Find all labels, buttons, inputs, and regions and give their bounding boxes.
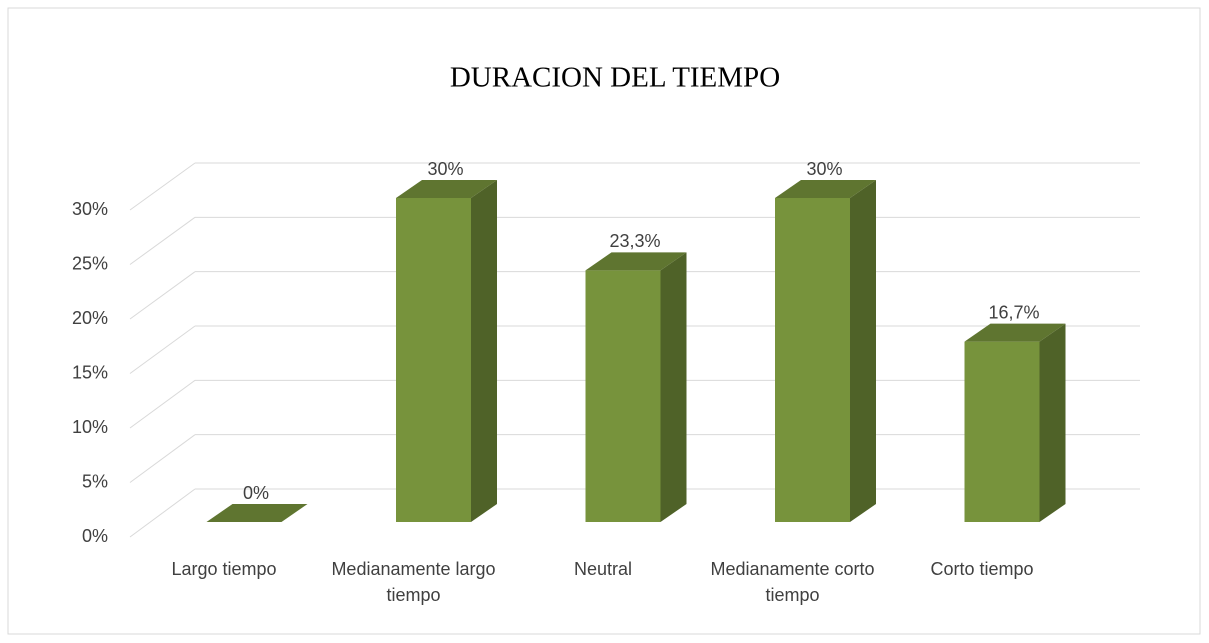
bar-side	[471, 180, 497, 522]
x-tick-label: Corto tiempo	[930, 559, 1034, 579]
data-label: 30%	[806, 159, 842, 179]
x-tick-label: Medianamente largo tiempo	[331, 559, 496, 605]
bar-side	[660, 252, 687, 523]
data-label: 16,7%	[988, 302, 1039, 322]
data-label: 30%	[427, 159, 463, 179]
bar-top	[396, 180, 497, 198]
data-label: 0%	[243, 483, 269, 503]
bar-side	[850, 180, 876, 522]
y-tick-label: 5%	[82, 471, 108, 491]
grid-line-side	[129, 434, 196, 483]
bar-top	[964, 323, 1066, 342]
grid-line-side	[129, 162, 196, 211]
bar-top	[775, 180, 876, 198]
bar-front	[775, 198, 850, 522]
data-label: 23,3%	[609, 231, 660, 251]
chart-title: DURACION DEL TIEMPO	[450, 62, 780, 94]
y-tick-label: 10%	[72, 417, 108, 437]
bar-side	[1039, 323, 1066, 522]
bar-front	[396, 198, 471, 522]
x-tick-label: Neutral	[573, 559, 633, 579]
grid-line-side	[129, 325, 196, 374]
y-tick-label: 20%	[72, 308, 108, 328]
x-tick-label: Medianamente corto tiempo	[710, 559, 875, 605]
x-tick-label: Largo tiempo	[171, 559, 277, 579]
grid-line-side	[129, 216, 196, 265]
grid-line-side	[129, 488, 196, 538]
y-tick-label: 25%	[72, 253, 108, 273]
grid-line-side	[129, 271, 196, 320]
bar-top	[206, 504, 308, 522]
bar-front	[964, 341, 1040, 522]
grid-line-side	[129, 379, 196, 429]
y-tick-label: 0%	[82, 526, 108, 546]
bar-top	[585, 252, 687, 271]
y-tick-label: 30%	[72, 199, 108, 219]
bar-front	[585, 270, 661, 522]
y-tick-label: 15%	[72, 362, 108, 382]
